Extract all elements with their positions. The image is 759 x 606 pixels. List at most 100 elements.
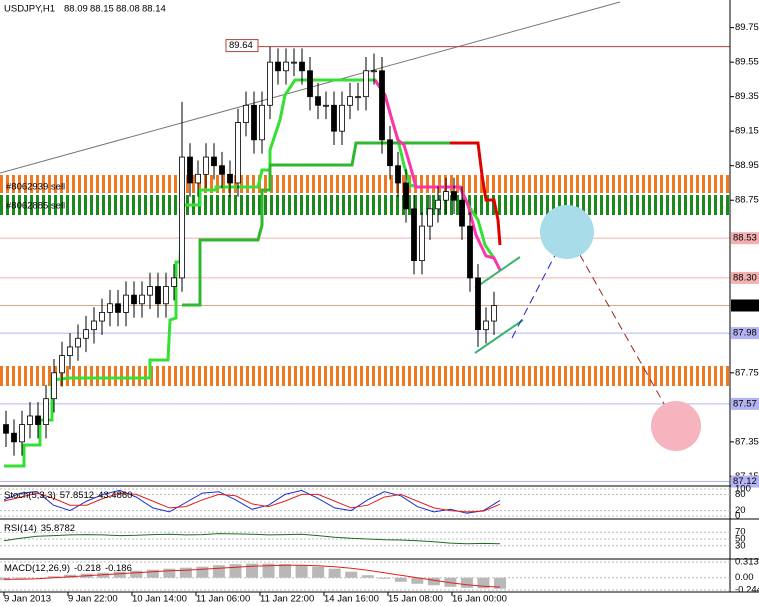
candle-body (19, 424, 25, 443)
histogram-bar (411, 577, 424, 584)
y-tick-label: 70 (735, 527, 746, 538)
candle-body (147, 286, 153, 296)
histogram-bar (97, 572, 110, 578)
candle-body (379, 70, 385, 141)
histogram-bar (113, 571, 126, 578)
histogram-bar (361, 575, 374, 578)
x-tick-label: 16 Jan 00:00 (452, 594, 507, 605)
panel-label: RSI(14) 35.8782 (4, 523, 75, 534)
level-box (731, 475, 759, 488)
candle-body (67, 346, 73, 356)
candle-body (419, 225, 425, 262)
panel-label-part: 35.8782 (41, 523, 75, 534)
panel-label: Stoch(5,3,3) 57.8512 43.4860 (4, 490, 132, 501)
candle-body (3, 424, 9, 434)
channel-line (474, 319, 524, 354)
level-box (731, 397, 759, 410)
candle-body (435, 199, 441, 210)
candle-body (43, 398, 49, 425)
candle-body (59, 355, 65, 374)
indicator-line (4, 78, 496, 468)
histogram-bar (163, 568, 176, 578)
histogram-bar (262, 563, 275, 578)
candle-body (411, 208, 417, 262)
y-tick-label: 0.00 (735, 572, 754, 583)
x-tick-label: 10 Jan 14:00 (132, 594, 187, 605)
y-tick-label: 88.75 (735, 195, 759, 206)
y-tick-label: 89.15 (735, 126, 759, 137)
candle-body (459, 199, 465, 227)
order-label: #8062885 sell (6, 201, 65, 212)
histogram-bar (444, 577, 457, 587)
candle-body (83, 329, 89, 339)
histogram-bar (196, 566, 209, 578)
candle-body (51, 372, 57, 400)
y-tick-label: 80 (735, 489, 746, 500)
candle-body (483, 320, 489, 331)
quote: 88.09 (64, 4, 88, 15)
y-tick-label: 87.75 (735, 367, 759, 378)
indicator-line (182, 141, 470, 307)
candle-body (475, 277, 481, 331)
candle-body (99, 312, 105, 322)
y-tick-label: -0.244 (735, 585, 759, 596)
candle-body (235, 122, 241, 184)
histogram-bar (494, 577, 506, 589)
candle-body (427, 208, 433, 227)
candle-body (211, 156, 217, 167)
symbol: USDJPY,H1 (4, 4, 55, 15)
y-tick-label: 88.95 (735, 160, 759, 171)
level-label: 87.98 (733, 328, 757, 339)
order-label: #8062939 sell (6, 182, 65, 193)
histogram-bar (146, 569, 159, 578)
panel-label-part: -0.218 (74, 563, 101, 574)
histogram-bar (47, 576, 60, 578)
candle-body (291, 61, 297, 64)
histogram-bar (394, 577, 407, 582)
histogram-bar (179, 567, 192, 578)
quote: 88.14 (142, 4, 166, 15)
order-band (0, 175, 730, 193)
candle-body (139, 294, 145, 305)
histogram-bar (460, 577, 473, 588)
y-tick-label: 30 (735, 540, 746, 551)
level-box (225, 39, 259, 53)
order-band (0, 195, 730, 215)
candle-body (227, 173, 233, 184)
candle-body (283, 61, 289, 72)
y-tick-label: 20 (735, 505, 746, 516)
y-tick-label: 89.75 (735, 22, 759, 33)
candle-body (371, 70, 377, 73)
level-label: 87.57 (733, 398, 757, 409)
histogram-bar (312, 566, 325, 578)
candle-body (35, 415, 41, 425)
y-tick-label: 89.35 (735, 91, 759, 102)
candle-body (395, 165, 401, 184)
candle-body (451, 191, 457, 201)
y-tick-label: 87.35 (735, 436, 759, 447)
candle-body (275, 61, 281, 72)
candle-body (307, 70, 313, 98)
candle-body (243, 104, 249, 123)
level-label: 87.12 (733, 476, 757, 487)
panel-label-part: MACD(12,26,9) (4, 563, 70, 574)
histogram-bar (427, 577, 440, 586)
candle-body (187, 156, 193, 184)
quote: 88.15 (90, 4, 114, 15)
candle-body (443, 191, 449, 201)
x-tick-label: 9 Jan 2013 (4, 594, 51, 605)
x-tick-label: 9 Jan 22:00 (68, 594, 118, 605)
candle-body (267, 61, 273, 106)
histogram-bar (477, 577, 490, 589)
candle-body (115, 303, 121, 313)
order-band (0, 366, 730, 386)
histogram-bar (212, 565, 225, 578)
candle-body (331, 104, 337, 132)
level-label: 89.64 (229, 40, 253, 51)
histogram-bar (14, 577, 27, 579)
candle-body (203, 156, 209, 175)
candle-body (339, 104, 345, 132)
candle-body (387, 139, 393, 167)
candle-body (347, 96, 353, 106)
